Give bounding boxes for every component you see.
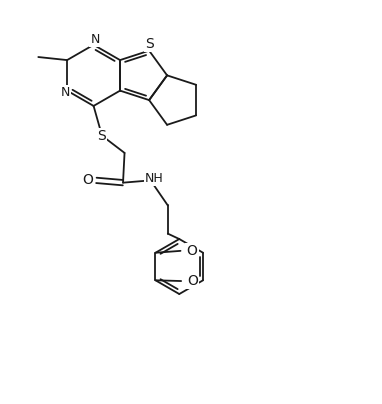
Text: N: N [91, 34, 100, 46]
Text: S: S [145, 37, 154, 51]
Text: O: O [186, 244, 197, 258]
Text: NH: NH [145, 172, 164, 185]
Text: S: S [98, 129, 106, 143]
Text: N: N [61, 86, 70, 99]
Text: O: O [187, 274, 198, 288]
Text: O: O [83, 173, 94, 187]
